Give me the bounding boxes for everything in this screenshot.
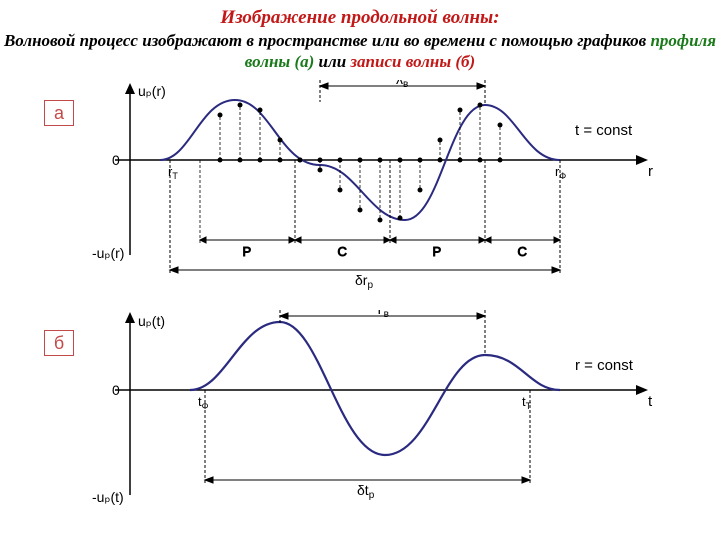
title-block: Изображение продольной волны: Волновой п… [0, 0, 720, 72]
r-F: rФ [555, 164, 566, 181]
title-main: Изображение продольной волны: [0, 6, 720, 30]
zero-b: 0 [112, 382, 120, 398]
x-axis-b: t [648, 393, 653, 410]
svg-text:Р: Р [243, 244, 252, 259]
y-bot-a: -uₚ(r) [92, 245, 124, 261]
svg-text:С: С [338, 244, 347, 259]
r-T: rТ [168, 164, 178, 181]
y-top-b: uₚ(t) [138, 313, 165, 329]
t-const: t = const [575, 122, 633, 139]
sub-prefix: Волновой процесс изображают в пространст… [4, 31, 650, 50]
delta-r-label: δrp [355, 272, 373, 291]
chart-b: Tв δtp uₚ(t) -uₚ(t) 0 t r = const tФ tТ [70, 310, 680, 535]
sub-mid: или [314, 52, 350, 71]
sub-red: записи волны (б) [350, 52, 475, 71]
svg-text:Р: Р [433, 244, 442, 259]
T-label: Tв [375, 310, 389, 320]
x-axis-a: r [648, 163, 653, 180]
chart-a: λв δrp Р С Р С uₚ(r) -uₚ(r) 0 r t = const r… [70, 80, 680, 305]
y-top-a: uₚ(r) [138, 83, 166, 99]
y-bot-b: -uₚ(t) [92, 489, 124, 505]
title-sub: Волновой процесс изображают в пространст… [0, 30, 720, 73]
lambda-label: λв [396, 80, 408, 90]
svg-text:С: С [518, 244, 527, 259]
delta-t-label: δtp [357, 482, 375, 501]
t-F: tФ [198, 394, 209, 411]
zero-a: 0 [112, 152, 120, 168]
r-const: r = const [575, 357, 634, 374]
